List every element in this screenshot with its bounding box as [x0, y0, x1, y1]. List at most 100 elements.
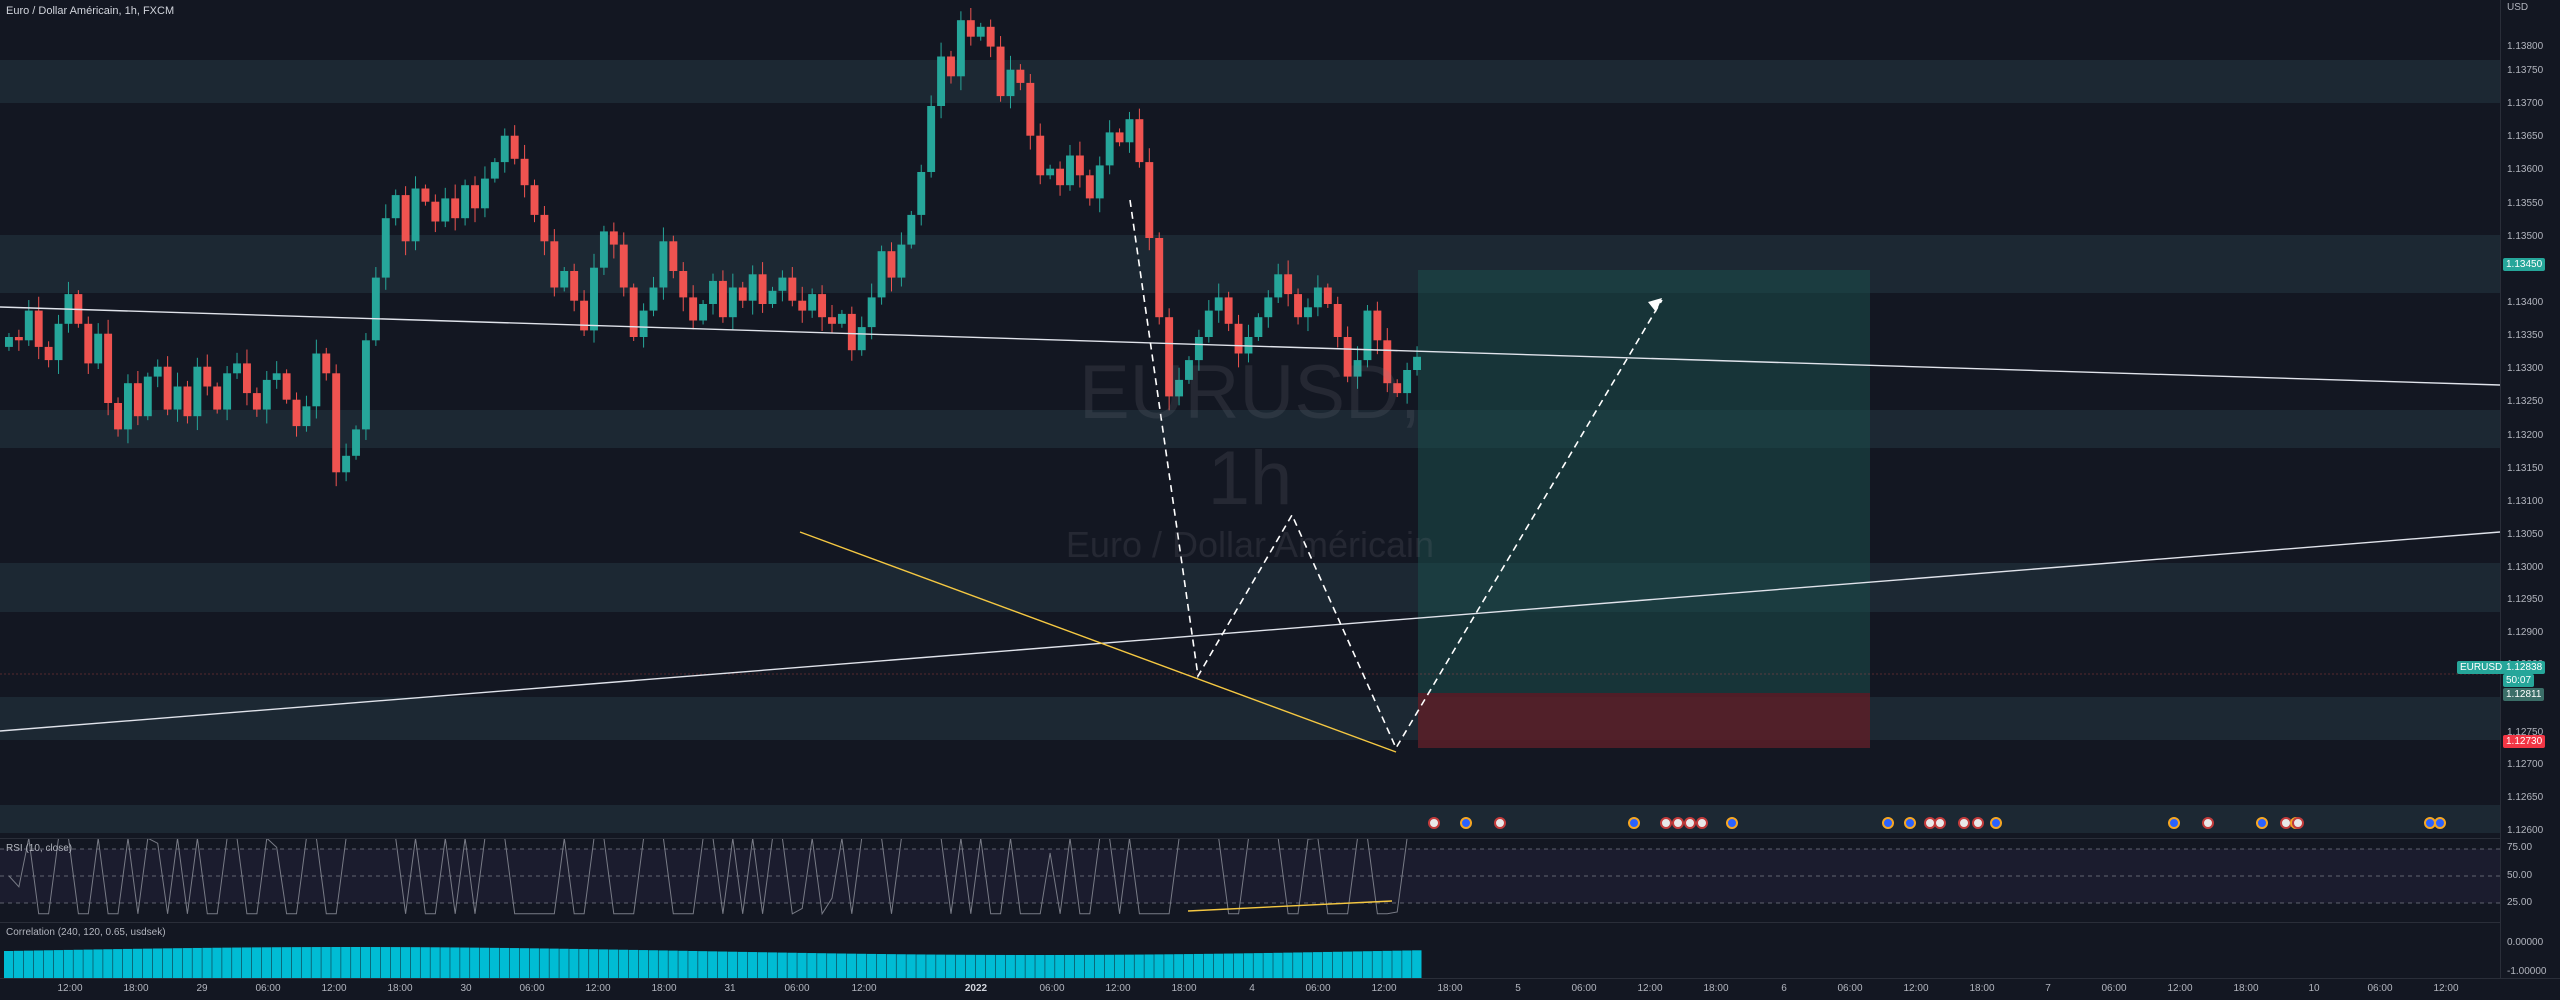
correlation-bar — [777, 952, 787, 979]
correlation-bar — [836, 953, 847, 979]
time-axis[interactable]: 12:00 18:00 29 06:00 12:00 18:00 30 06:00 12:00 1… — [0, 978, 2560, 1000]
correlation-bar — [132, 948, 143, 979]
correlation-bar — [1154, 954, 1164, 979]
candle-body — [1125, 119, 1134, 143]
us-flag-event-icon[interactable] — [1494, 817, 1506, 829]
candle-body — [1145, 162, 1154, 238]
eu-event-icon[interactable] — [1882, 817, 1894, 829]
correlation-bar — [311, 947, 321, 979]
correlation-bar — [440, 947, 450, 979]
correlation-bar — [370, 947, 381, 979]
time-tick: 06:00 — [519, 983, 545, 994]
candle-body — [5, 337, 13, 347]
candle-body — [599, 231, 608, 268]
correlation-bar — [1174, 954, 1184, 979]
eu-event-icon[interactable] — [1460, 817, 1472, 829]
correlation-bar — [400, 947, 411, 979]
us-flag-event-icon[interactable] — [1684, 817, 1696, 829]
support-resistance-zone — [0, 235, 2500, 293]
correlation-title[interactable]: Correlation (240, 120, 0.65, usdsek) — [6, 927, 166, 938]
us-flag-event-icon[interactable] — [1934, 817, 1946, 829]
correlation-bar — [489, 947, 500, 979]
time-tick: 12:00 — [851, 983, 877, 994]
candle-body — [84, 323, 93, 364]
rsi-pane[interactable]: RSI (10, close) — [0, 837, 2500, 931]
correlation-bar — [1412, 950, 1422, 979]
candle-body — [966, 20, 975, 37]
candle-body — [381, 218, 390, 278]
us-flag-event-icon[interactable] — [2202, 817, 2214, 829]
time-tick: 18:00 — [387, 983, 413, 994]
us-flag-event-icon[interactable] — [1958, 817, 1970, 829]
correlation-bar — [390, 947, 401, 979]
support-resistance-zone — [0, 563, 2500, 612]
time-tick: 06:00 — [255, 983, 281, 994]
candle-body — [897, 244, 906, 278]
correlation-bar — [1193, 953, 1204, 979]
eu-event-icon[interactable] — [1990, 817, 2002, 829]
us-flag-event-icon[interactable] — [1428, 817, 1440, 829]
eu-event-icon[interactable] — [1628, 817, 1640, 829]
time-tick: 18:00 — [2233, 983, 2259, 994]
time-tick: 06:00 — [784, 983, 810, 994]
correlation-bar — [717, 951, 728, 979]
candle-body — [530, 185, 539, 215]
target-price-label: 1.13450 — [2503, 258, 2546, 271]
candle-body — [689, 297, 698, 321]
candle-body — [44, 346, 53, 361]
candle-body — [550, 241, 559, 288]
us-flag-event-icon[interactable] — [1972, 817, 1984, 829]
correlation-bar — [1392, 950, 1402, 979]
correlation-bar — [1253, 953, 1263, 979]
correlation-bar — [1372, 951, 1382, 979]
us-flag-event-icon[interactable] — [1696, 817, 1708, 829]
correlation-bar — [1104, 954, 1115, 979]
correlation-bar — [975, 954, 986, 979]
correlation-bar — [757, 952, 768, 979]
price-tick: 1.13350 — [2507, 330, 2544, 341]
correlation-pane[interactable]: Correlation (240, 120, 0.65, usdsek) — [0, 922, 2500, 979]
candle-body — [471, 185, 479, 209]
symbol-title[interactable]: Euro / Dollar Américain, 1h, FXCM — [6, 5, 175, 17]
candle-body — [1284, 274, 1293, 295]
us-flag-event-icon[interactable] — [1660, 817, 1672, 829]
price-tick: 1.13150 — [2507, 463, 2544, 474]
candle-body — [1333, 304, 1342, 337]
price-chart[interactable] — [0, 0, 2500, 835]
price-tick: 1.13600 — [2507, 164, 2544, 175]
correlation-bar — [1005, 954, 1015, 979]
rsi-title[interactable]: RSI (10, close) — [6, 843, 73, 854]
candle-body — [1234, 323, 1243, 354]
eu-event-icon[interactable] — [2434, 817, 2446, 829]
correlation-bar — [589, 949, 599, 979]
rsi-level-label: 75.00 — [2507, 842, 2533, 853]
correlation-bar — [470, 947, 480, 979]
candle-body — [352, 429, 360, 456]
time-tick: 10 — [2308, 983, 2320, 994]
eu-event-icon[interactable] — [1726, 817, 1738, 829]
time-tick: 12:00 — [57, 983, 83, 994]
stop-zone — [1418, 693, 1870, 748]
eu-event-icon[interactable] — [2256, 817, 2268, 829]
correlation-bar — [896, 954, 906, 979]
time-tick: 12:00 — [2167, 983, 2193, 994]
correlation-bar — [817, 953, 827, 979]
eu-event-icon[interactable] — [2168, 817, 2180, 829]
correlation-bar — [1055, 954, 1065, 979]
candle-body — [510, 135, 519, 159]
candle-body — [609, 231, 618, 245]
us-flag-event-icon[interactable] — [2292, 817, 2304, 829]
price-axis[interactable]: USD 1.13800 1.13750 1.13700 1.13650 1.13600 1… — [2457, 0, 2560, 980]
candle-body — [332, 373, 341, 473]
eu-event-icon[interactable] — [1904, 817, 1916, 829]
correlation-bar — [618, 949, 629, 979]
time-tick: 06:00 — [1837, 983, 1863, 994]
candle-body — [877, 251, 886, 298]
candle-body — [193, 366, 202, 417]
correlation-level-label: -1.00000 — [2507, 966, 2547, 977]
correlation-bar — [33, 950, 44, 979]
correlation-bar — [1114, 954, 1125, 979]
candle-body — [808, 294, 817, 311]
us-flag-event-icon[interactable] — [1672, 817, 1684, 829]
candle-body — [639, 310, 648, 337]
